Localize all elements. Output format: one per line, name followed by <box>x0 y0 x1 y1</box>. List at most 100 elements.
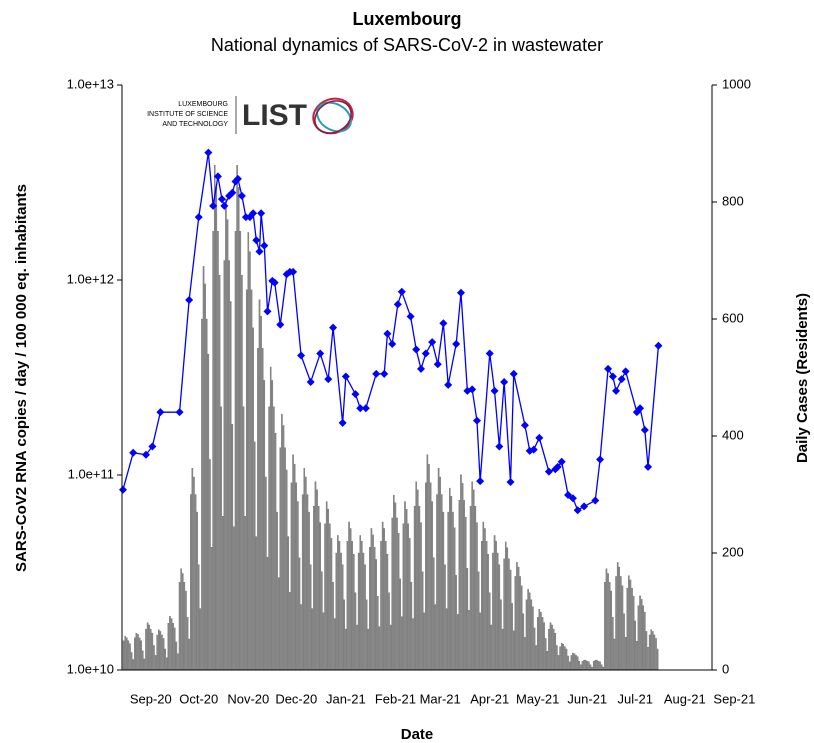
bar <box>441 494 443 671</box>
bar <box>359 535 361 671</box>
bar <box>567 655 569 671</box>
y2-tick-label: 600 <box>722 310 744 325</box>
y-axis-label: SARS-CoV2 RNA copies / day / 100 000 eq.… <box>13 184 30 572</box>
bar <box>418 506 421 671</box>
marker <box>194 213 203 222</box>
x-tick-label: Aug-21 <box>664 691 706 706</box>
bar <box>554 632 557 671</box>
bar <box>362 552 365 671</box>
marker <box>485 349 494 358</box>
bar <box>244 515 246 671</box>
marker <box>529 445 538 454</box>
bar <box>508 558 510 671</box>
bar <box>180 568 182 671</box>
bar <box>573 653 576 671</box>
marker <box>306 377 315 386</box>
bar <box>306 494 309 671</box>
bar <box>487 554 489 671</box>
bar <box>433 557 435 671</box>
bar <box>169 616 171 671</box>
x-axis-label: Date <box>401 726 434 743</box>
bar <box>223 260 226 671</box>
marker <box>580 502 589 511</box>
bar <box>268 406 270 671</box>
bar <box>250 289 253 671</box>
bar <box>556 645 558 671</box>
bar <box>253 441 256 671</box>
bar <box>316 489 318 671</box>
bar <box>516 562 518 671</box>
bar <box>164 648 166 671</box>
bar <box>452 511 454 671</box>
bar <box>410 582 413 671</box>
marker <box>520 421 529 430</box>
bar <box>218 274 221 671</box>
bar <box>404 501 406 671</box>
y2-tick-label: 1000 <box>722 76 751 91</box>
bar <box>151 632 154 671</box>
bar <box>623 613 625 671</box>
bar <box>612 617 614 671</box>
x-tick-label: Apr-21 <box>470 691 509 706</box>
x-tick-label: Jun-21 <box>567 691 607 706</box>
bar <box>455 575 457 671</box>
bar <box>656 648 659 671</box>
bar <box>321 571 323 671</box>
bar <box>423 612 425 671</box>
bar <box>532 606 534 671</box>
bar <box>314 481 317 671</box>
marker <box>338 418 347 427</box>
bar <box>349 528 352 671</box>
bar <box>372 534 374 671</box>
bar <box>388 592 390 671</box>
bar <box>389 624 392 671</box>
marker <box>476 477 485 486</box>
bar <box>584 659 587 671</box>
bar <box>290 482 293 671</box>
bar <box>616 562 619 671</box>
marker <box>596 455 605 464</box>
bar <box>608 582 611 671</box>
bar <box>519 576 521 671</box>
bar <box>512 630 515 671</box>
bar <box>465 517 467 671</box>
bar <box>298 557 301 671</box>
bar <box>426 454 429 671</box>
x-tick-label: Dec-20 <box>275 691 317 706</box>
bar <box>209 459 211 671</box>
bar <box>217 231 219 671</box>
bar <box>324 523 326 671</box>
bar <box>311 608 314 671</box>
y2-axis-label: Daily Cases (Residents) <box>794 293 811 463</box>
bar <box>631 587 633 671</box>
marker <box>397 287 406 296</box>
bar <box>213 164 216 671</box>
bar <box>356 624 358 671</box>
marker <box>249 209 258 218</box>
marker <box>604 364 613 373</box>
bar <box>536 617 539 671</box>
bar <box>594 659 597 671</box>
bar <box>143 658 146 671</box>
bar <box>489 592 491 671</box>
bar <box>303 468 306 671</box>
bar <box>150 628 152 671</box>
marker <box>388 339 397 348</box>
marker <box>608 372 617 381</box>
bar <box>624 637 627 671</box>
bar <box>431 501 433 671</box>
marker <box>573 506 582 515</box>
bar <box>549 622 552 671</box>
marker <box>175 408 184 417</box>
bar <box>503 558 505 671</box>
bar <box>655 638 657 671</box>
chart-title: Luxembourg <box>352 9 461 29</box>
bar <box>183 582 186 671</box>
bar <box>586 661 589 671</box>
bar <box>365 599 368 671</box>
bar <box>327 508 330 671</box>
bar <box>273 406 275 671</box>
bar <box>177 653 179 671</box>
marker <box>380 369 389 378</box>
bar <box>292 454 294 671</box>
